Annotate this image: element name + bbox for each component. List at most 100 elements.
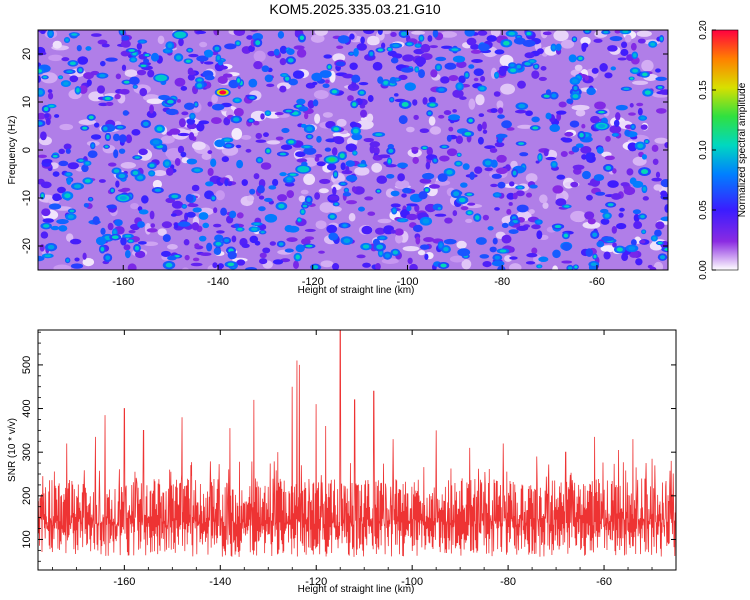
snr-x-axis-label: Height of straight line (km): [298, 584, 415, 595]
spectrogram-speckle: [249, 235, 259, 244]
spectrogram-blob-core: [251, 227, 258, 231]
spectrogram-blob-core: [279, 152, 287, 156]
spectrogram-speckle: [131, 129, 141, 136]
spectrogram-blob: [508, 221, 515, 227]
spectrogram-speckle: [61, 57, 70, 62]
spectrogram-speckle: [150, 223, 156, 228]
spectrogram-blob: [158, 94, 170, 100]
spectrogram-blob-core: [439, 242, 443, 248]
spectrogram-blob: [303, 147, 317, 155]
spectrogram-blob-core: [465, 72, 469, 78]
spectrogram-speckle: [125, 134, 133, 144]
spectrogram-speckle: [210, 117, 222, 124]
spectrogram-speckle: [555, 198, 567, 207]
spectrogram-blob: [236, 159, 244, 169]
spectrogram-gap: [231, 127, 243, 140]
spectrogram-blob-core: [305, 244, 313, 248]
spectrogram-blob-core: [257, 158, 262, 162]
spectrogram-blob-core: [383, 80, 389, 85]
spectrogram-speckle: [470, 49, 482, 54]
spectrogram-gap: [653, 184, 663, 191]
spectrogram-blob-core: [552, 162, 557, 167]
spectrogram-blob: [287, 225, 300, 233]
spectrogram-blob-core: [536, 220, 541, 224]
spectrogram-blob: [150, 52, 160, 62]
spectrogram-speckle: [360, 109, 368, 118]
spectrogram-blob: [397, 162, 408, 169]
spectrogram-speckle: [217, 75, 228, 84]
spectrogram-speckle: [45, 117, 51, 126]
spectrogram-speckle: [336, 45, 344, 49]
spectrogram-speckle: [516, 190, 525, 197]
spectrogram-speckle: [587, 218, 596, 225]
spectrogram-blob-core: [329, 214, 335, 219]
spectrogram-blob-core: [645, 140, 649, 143]
snr-frame: [37, 329, 677, 571]
spectrogram-speckle: [581, 42, 589, 48]
spectrogram-speckle: [581, 123, 586, 129]
spectrogram-blob-core: [592, 232, 598, 238]
spectrogram-blob: [296, 98, 306, 105]
spectrogram-speckle: [564, 131, 574, 137]
spectrogram-blob-core: [152, 140, 160, 145]
spectrogram-speckle: [187, 70, 197, 76]
spectrogram-blob-core: [64, 193, 71, 199]
spectrogram-speckle: [174, 158, 181, 166]
spectrogram-blob-core: [41, 193, 44, 198]
spectrogram-gap: [641, 59, 654, 72]
spectrogram-speckle: [482, 129, 488, 134]
spectrogram-speckle: [477, 136, 484, 145]
spectrogram-blob-core: [224, 238, 230, 243]
spectrogram-speckle: [591, 67, 599, 74]
spectrogram-blob-core: [65, 38, 69, 42]
spectrogram-speckle: [78, 85, 88, 94]
spectrogram-blob: [56, 218, 69, 225]
spectrogram-blob: [322, 83, 330, 88]
spectrogram-speckle: [255, 132, 263, 139]
spectrogram-blob: [337, 35, 350, 44]
spectrogram-blob-core: [340, 182, 346, 186]
spectrogram-blob-core: [281, 73, 287, 77]
spectrogram-speckle: [121, 64, 127, 71]
spectrogram-speckle: [406, 213, 418, 221]
spectrogram-speckle: [633, 213, 640, 223]
spectrogram-speckle: [496, 167, 508, 175]
spectrogram-gap: [439, 31, 458, 38]
spectrogram-blob-core: [657, 86, 663, 89]
colorbar-tick-label: 0.10: [698, 140, 709, 160]
spectrogram-blob-core: [443, 246, 449, 252]
spectrogram-blob: [418, 191, 428, 200]
spectrogram-blob: [569, 120, 580, 128]
spectrogram-speckle: [253, 120, 260, 126]
spectrogram-blob-core: [237, 227, 243, 231]
spectrogram-speckle: [413, 114, 419, 120]
spectrogram-blob-core: [574, 265, 578, 269]
spectrogram-blob: [295, 244, 305, 253]
spectrogram-blob-core: [384, 253, 391, 258]
spectrogram-speckle: [367, 211, 376, 216]
spectrogram-blob-core: [644, 90, 651, 95]
spectrogram-gap: [580, 36, 591, 46]
spectrogram-speckle: [191, 184, 200, 192]
spectrogram-blob-core: [299, 35, 305, 41]
spectrogram-speckle: [660, 190, 668, 197]
spectrogram-blob-core: [128, 239, 133, 243]
spectrogram-speckle: [149, 104, 154, 114]
spectrogram-blob-core: [63, 81, 69, 86]
spectrogram-speckle: [115, 180, 120, 188]
spectrogram-blob-core: [59, 76, 62, 79]
spectrogram-speckle: [286, 237, 298, 242]
spectrogram-blob: [273, 48, 280, 56]
spectrogram-gap: [167, 243, 178, 250]
spectrogram-speckle: [115, 73, 122, 80]
spectrogram-blob: [198, 212, 209, 220]
spectrogram-blob-core: [99, 74, 106, 78]
spectrogram-speckle: [652, 158, 659, 165]
spectrogram-blob: [566, 98, 574, 104]
spectrogram-blob-core: [187, 48, 192, 52]
spectrogram-blob: [497, 181, 506, 189]
spectrogram-blob-core: [91, 143, 95, 148]
spectrogram-speckle: [318, 250, 325, 254]
spectrogram-speckle: [39, 244, 45, 252]
spectrogram-speckle: [258, 258, 268, 265]
